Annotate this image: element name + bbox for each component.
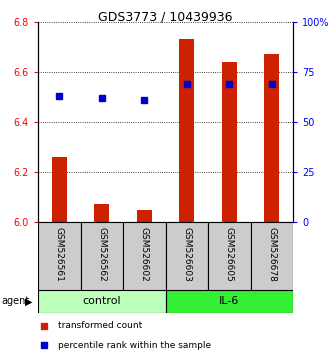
Bar — [38, 290, 166, 313]
Text: GSM526561: GSM526561 — [55, 227, 64, 282]
Bar — [80, 222, 123, 290]
Bar — [208, 222, 251, 290]
Text: transformed count: transformed count — [58, 321, 142, 330]
Bar — [166, 290, 293, 313]
Bar — [137, 210, 152, 222]
Text: ▶: ▶ — [25, 297, 32, 307]
Text: GSM526603: GSM526603 — [182, 227, 191, 282]
Text: GSM526605: GSM526605 — [225, 227, 234, 282]
Bar — [123, 222, 166, 290]
Text: percentile rank within the sample: percentile rank within the sample — [58, 341, 211, 350]
Text: GSM526602: GSM526602 — [140, 227, 149, 282]
Bar — [222, 62, 237, 222]
Text: GSM526562: GSM526562 — [97, 227, 106, 282]
Text: control: control — [82, 297, 121, 307]
Bar — [38, 222, 80, 290]
Text: GDS3773 / 10439936: GDS3773 / 10439936 — [98, 10, 233, 23]
Text: GSM526678: GSM526678 — [267, 227, 276, 282]
Bar — [52, 157, 67, 222]
Bar — [179, 40, 194, 222]
Text: agent: agent — [2, 297, 30, 307]
Text: IL-6: IL-6 — [219, 297, 239, 307]
Bar — [166, 222, 208, 290]
Bar — [94, 205, 109, 222]
Bar — [251, 222, 293, 290]
Bar — [264, 55, 279, 222]
